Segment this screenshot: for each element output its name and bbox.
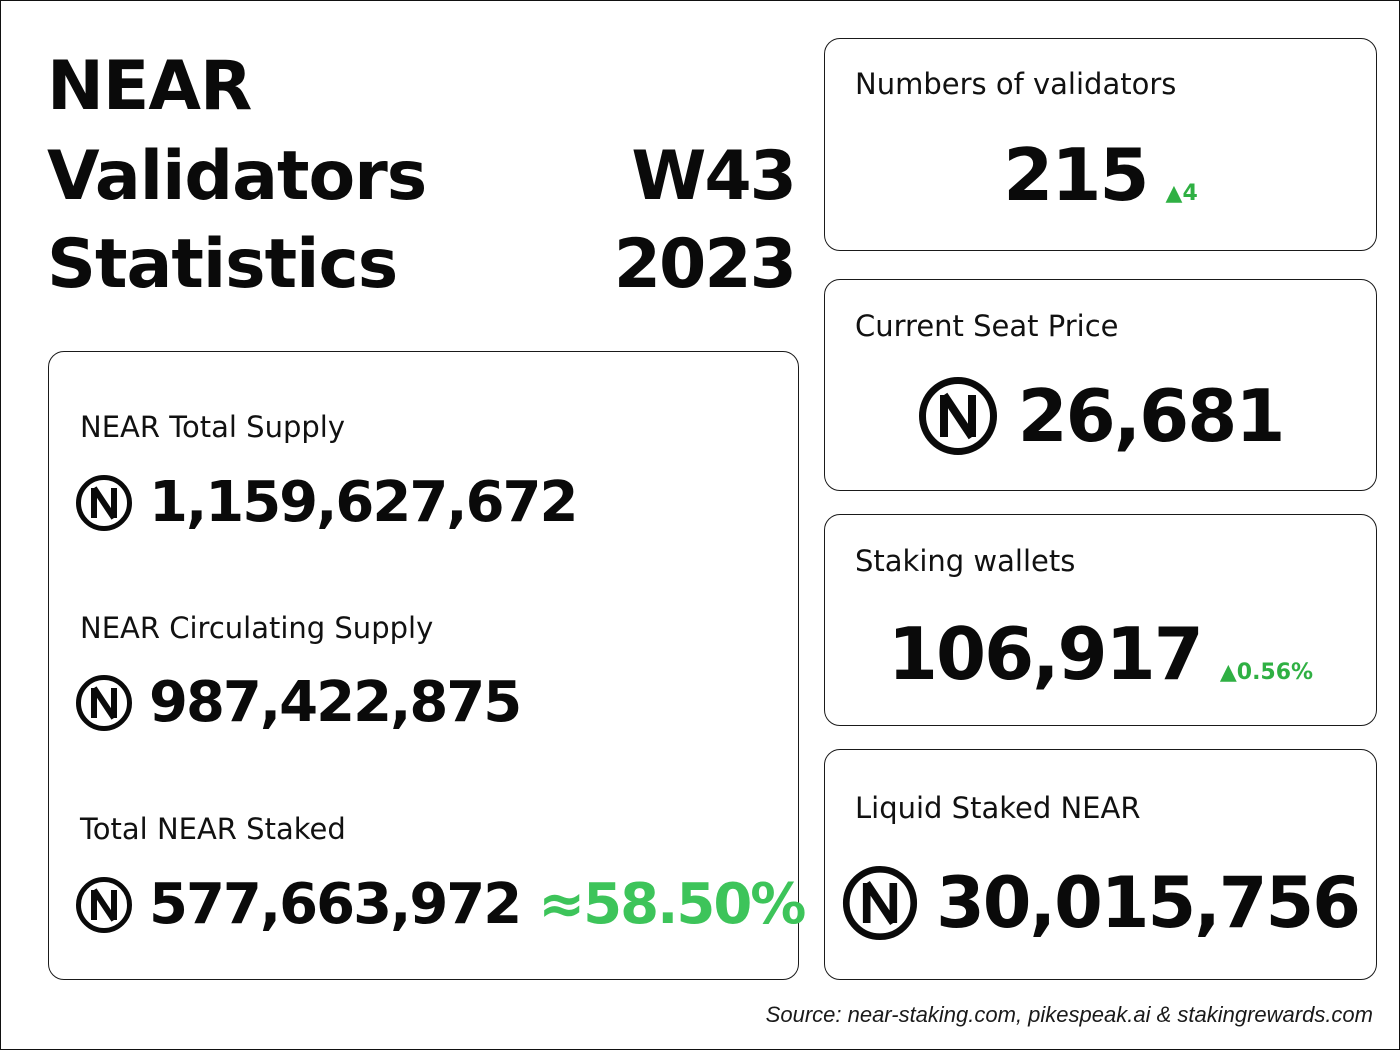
validators-card: Numbers of validators 215 ▲4	[824, 38, 1377, 251]
total-supply-label: NEAR Total Supply	[80, 410, 345, 444]
seat-price-card: Current Seat Price 26,681	[824, 279, 1377, 491]
title-line-2: Validators	[47, 137, 427, 216]
liquid-staked-card: Liquid Staked NEAR 30,015,756	[824, 749, 1377, 980]
validators-label: Numbers of validators	[855, 67, 1177, 101]
title-line-3: Statistics	[47, 225, 398, 304]
staking-wallets-label: Staking wallets	[855, 544, 1076, 578]
near-token-icon	[76, 675, 132, 731]
total-supply-value-row: 1,159,627,672	[75, 470, 578, 535]
near-token-icon	[76, 475, 132, 531]
seat-price-label: Current Seat Price	[855, 309, 1119, 343]
liquid-staked-value-row: 30,015,756	[825, 865, 1376, 941]
source-credit: Source: near-staking.com, pikespeak.ai &…	[765, 1002, 1373, 1027]
near-token-icon	[918, 377, 997, 455]
circulating-supply-value: 987,422,875	[149, 670, 522, 735]
total-staked-value: 577,663,972	[149, 872, 522, 937]
total-supply-value: 1,159,627,672	[149, 470, 578, 535]
staking-wallets-delta: ▲0.56%	[1219, 660, 1314, 685]
liquid-staked-label: Liquid Staked NEAR	[855, 791, 1141, 825]
circulating-supply-value-row: 987,422,875	[75, 670, 522, 735]
validators-value: 215	[1003, 133, 1149, 217]
total-staked-value-row: 577,663,972 ≈58.50%	[75, 872, 806, 937]
total-staked-label: Total NEAR Staked	[80, 812, 346, 846]
liquid-staked-value: 30,015,756	[936, 862, 1361, 944]
supply-panel: NEAR Total Supply 1,159,627,672 NEAR Cir…	[48, 351, 806, 980]
week-label: W43	[631, 137, 797, 216]
staking-wallets-value: 106,917	[887, 612, 1204, 696]
seat-price-value: 26,681	[1017, 374, 1286, 458]
validators-delta: ▲4	[1165, 181, 1198, 206]
title-line-1: NEAR	[47, 47, 252, 126]
staking-wallets-value-row: 106,917 ▲0.56%	[825, 618, 1376, 690]
near-token-icon	[843, 865, 918, 941]
staked-percent: ≈58.50%	[538, 872, 806, 937]
staking-wallets-card: Staking wallets 106,917 ▲0.56%	[824, 514, 1377, 726]
year-label: 2023	[613, 225, 797, 304]
seat-price-value-row: 26,681	[825, 376, 1376, 456]
near-token-icon	[76, 877, 132, 933]
circulating-supply-label: NEAR Circulating Supply	[80, 611, 434, 645]
validators-value-row: 215 ▲4	[825, 139, 1376, 211]
